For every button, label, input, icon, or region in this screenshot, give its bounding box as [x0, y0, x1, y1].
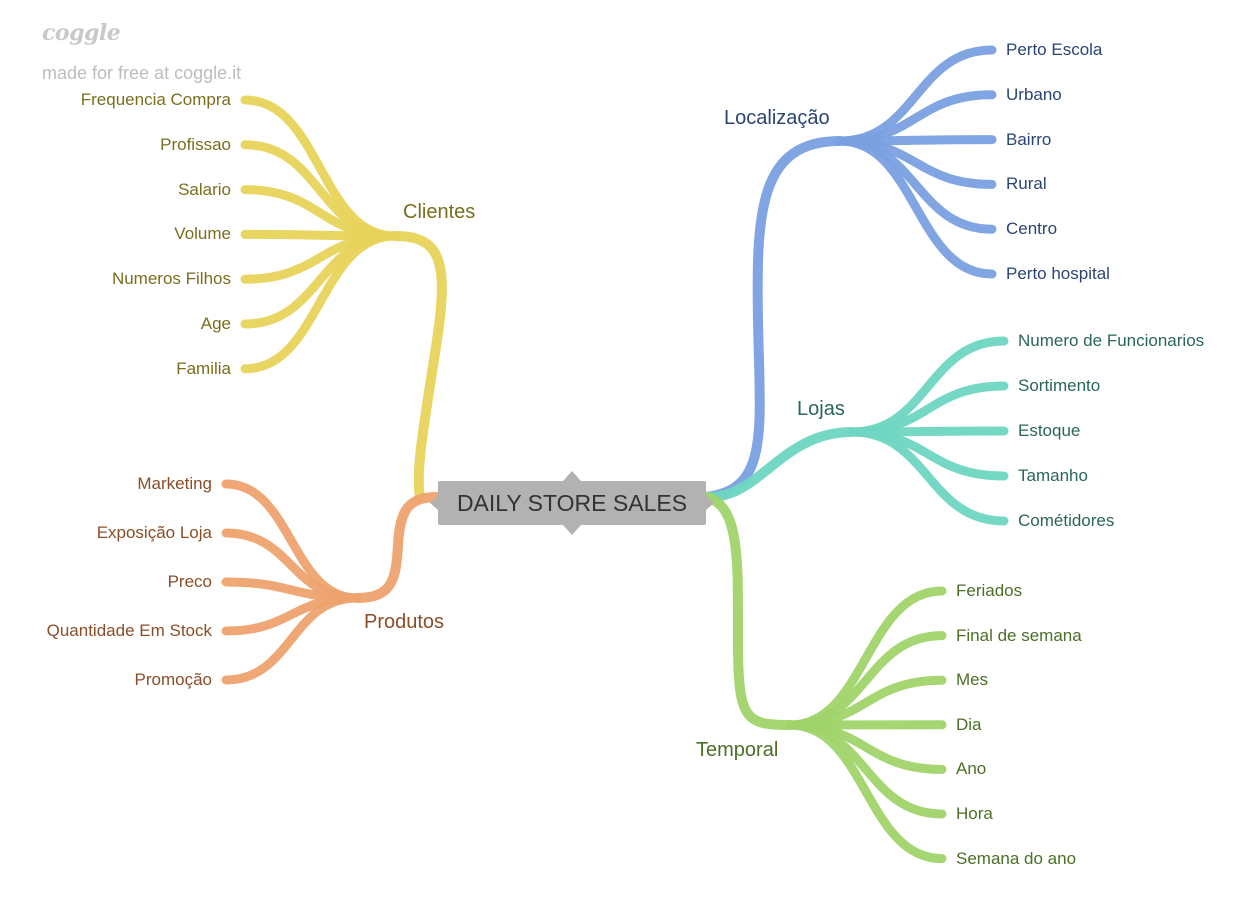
leaf-label-lojas[interactable]: Sortimento — [1018, 376, 1101, 395]
leaf-label-localizacao[interactable]: Rural — [1006, 174, 1047, 194]
leaf-label-produtos[interactable]: Marketing — [137, 474, 212, 493]
leaf-label-temporal[interactable]: Dia — [956, 714, 982, 734]
connector-lojas — [701, 427, 857, 503]
leaf-label-temporal[interactable]: Mes — [956, 670, 989, 690]
coggle-logo: coggle — [42, 20, 121, 46]
branch-label-produtos[interactable]: Produtos — [364, 611, 445, 633]
branch-label-temporal[interactable]: Temporal — [696, 739, 779, 761]
leaf-connector-lojas — [847, 427, 1009, 526]
central-topic-label: DAILY STORE SALES — [456, 489, 688, 516]
leaf-label-clientes[interactable]: Frequencia Compra — [80, 90, 231, 109]
branch-label-localizacao[interactable]: Localização — [724, 107, 830, 129]
leaf-label-temporal[interactable]: Final de semana — [956, 625, 1082, 645]
leaf-label-clientes[interactable]: Familia — [176, 358, 231, 378]
connector-temporal — [701, 492, 795, 730]
leaf-label-clientes[interactable]: Age — [200, 314, 231, 333]
leaf-label-produtos[interactable]: Preco — [167, 572, 212, 591]
connector-clientes — [390, 231, 447, 502]
connector-produtos — [352, 492, 443, 603]
leaf-connector-clientes — [240, 231, 400, 374]
leaf-label-lojas[interactable]: Tamanho — [1018, 466, 1088, 485]
leaf-label-temporal[interactable]: Semana do ano — [956, 848, 1077, 868]
leaf-connector-temporal — [785, 720, 947, 864]
leaf-label-localizacao[interactable]: Urbano — [1006, 84, 1062, 104]
leaf-label-clientes[interactable]: Salario — [178, 179, 231, 199]
leaf-label-localizacao[interactable]: Centro — [1006, 219, 1058, 239]
leaf-label-lojas[interactable]: Estoque — [1018, 421, 1081, 440]
branch-label-lojas[interactable]: Lojas — [797, 398, 845, 420]
leaf-label-temporal[interactable]: Hora — [956, 804, 993, 823]
leaf-label-localizacao[interactable]: Perto hospital — [1006, 264, 1110, 283]
leaf-label-produtos[interactable]: Quantidade Em Stock — [46, 621, 212, 640]
leaf-label-produtos[interactable]: Promoção — [134, 670, 212, 689]
leaf-connector-localizacao — [835, 136, 997, 279]
leaf-label-clientes[interactable]: Volume — [174, 224, 231, 244]
connector-localizacao — [701, 136, 845, 502]
leaf-label-clientes[interactable]: Numeros Filhos — [111, 269, 231, 289]
central-topic[interactable]: DAILY STORE SALES — [430, 471, 714, 535]
leaf-label-clientes[interactable]: Profissao — [160, 134, 231, 154]
leaf-connector-produtos — [221, 593, 362, 685]
leaf-label-temporal[interactable]: Feriados — [956, 581, 1023, 600]
watermark-subtitle: made for free at coggle.it — [42, 63, 242, 83]
leaf-label-produtos[interactable]: Exposição Loja — [96, 523, 212, 542]
leaf-label-temporal[interactable]: Ano — [956, 759, 987, 779]
branch-label-clientes[interactable]: Clientes — [403, 201, 476, 223]
central-notch-right — [706, 496, 714, 510]
central-notch-left — [430, 496, 438, 510]
leaf-label-lojas[interactable]: Cométidores — [1018, 511, 1115, 530]
leaf-label-lojas[interactable]: Numero de Funcionarios — [1018, 331, 1205, 350]
leaf-label-localizacao[interactable]: Bairro — [1006, 129, 1052, 149]
leaf-label-localizacao[interactable]: Perto Escola — [1006, 40, 1103, 59]
